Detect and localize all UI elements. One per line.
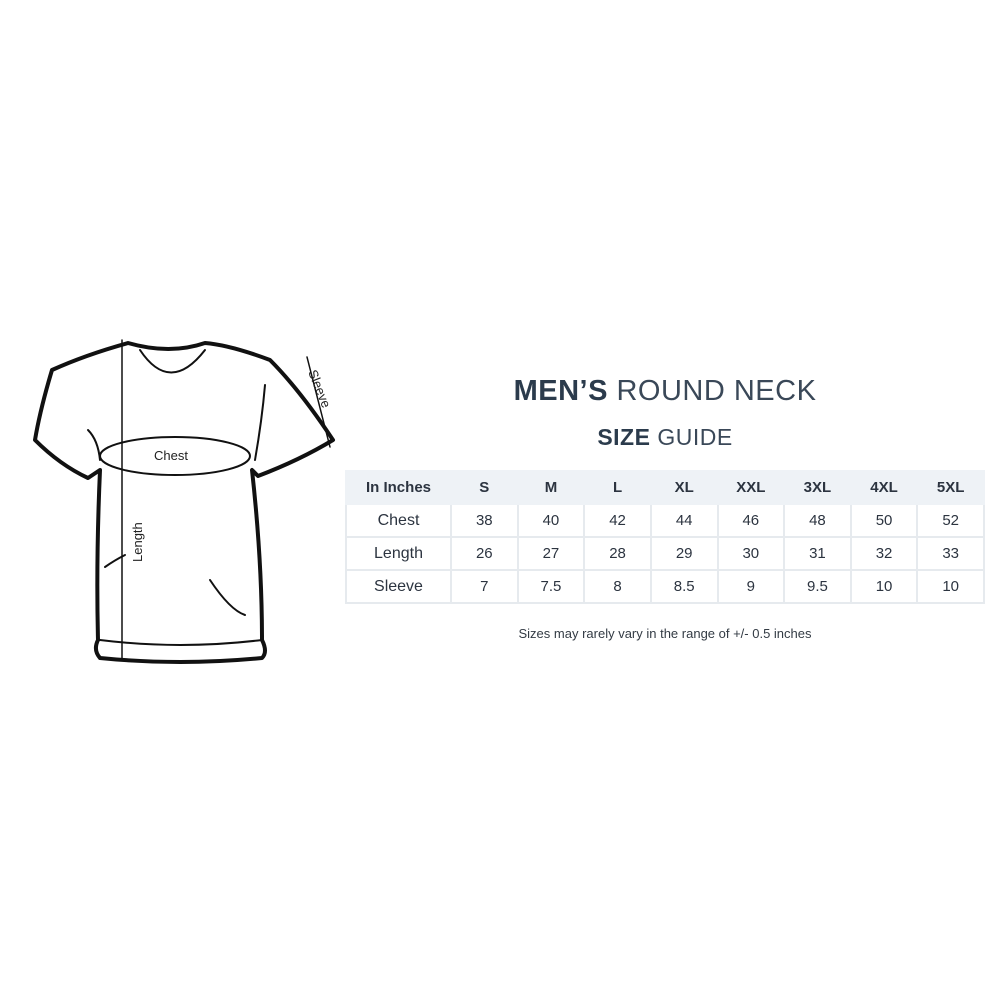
table-row: Sleeve 7 7.5 8 8.5 9 9.5 10 10 — [345, 569, 985, 604]
row-label: Sleeve — [345, 569, 452, 604]
length-label: Length — [130, 522, 145, 562]
size-header: 3XL — [783, 470, 852, 505]
table-cell: 7.5 — [516, 569, 586, 604]
table-cell: 52 — [916, 503, 985, 538]
table-cell: 10 — [849, 569, 919, 604]
table-cell: 8 — [583, 569, 652, 604]
chest-label: Chest — [154, 448, 188, 463]
size-header: 4XL — [849, 470, 919, 505]
table-row: Chest 38 40 42 44 46 48 50 52 — [345, 503, 985, 538]
table-cell: 31 — [783, 536, 852, 571]
size-header: XL — [649, 470, 719, 505]
tshirt-outline — [33, 341, 335, 664]
table-cell: 33 — [916, 536, 985, 571]
title-bold: MEN’S — [513, 375, 608, 407]
table-row: Length 26 27 28 29 30 31 32 33 — [345, 536, 985, 571]
row-label: Length — [345, 536, 452, 571]
table-cell: 10 — [916, 569, 985, 604]
table-cell: 8.5 — [649, 569, 719, 604]
table-cell: 48 — [783, 503, 852, 538]
table-cell: 30 — [716, 536, 786, 571]
table-cell: 50 — [849, 503, 919, 538]
table-cell: 44 — [649, 503, 719, 538]
table-cell: 26 — [450, 536, 519, 571]
page-title: MEN’S ROUND NECK — [345, 375, 985, 408]
table-cell: 29 — [649, 536, 719, 571]
table-cell: 9.5 — [783, 569, 852, 604]
table-cell: 27 — [516, 536, 586, 571]
size-table: In Inches S M L XL XXL 3XL 4XL 5XL Chest 38 40 42 44… — [345, 470, 985, 604]
size-header: M — [516, 470, 586, 505]
size-header: S — [450, 470, 519, 505]
row-label: Chest — [345, 503, 452, 538]
size-header: XXL — [716, 470, 786, 505]
tshirt-diagram: Chest Length Sleeve — [33, 339, 335, 664]
table-cell: 9 — [716, 569, 786, 604]
size-header: 5XL — [916, 470, 985, 505]
table-cell: 42 — [583, 503, 652, 538]
size-header-row: In Inches S M L XL XXL 3XL 4XL 5XL — [345, 470, 985, 505]
table-cell: 38 — [450, 503, 519, 538]
table-cell: 32 — [849, 536, 919, 571]
title-light: ROUND NECK — [616, 375, 817, 407]
table-cell: 46 — [716, 503, 786, 538]
subtitle-bold: SIZE — [597, 424, 651, 450]
corner-header: In Inches — [345, 470, 452, 505]
table-cell: 40 — [516, 503, 586, 538]
chest-measure-ellipse — [99, 436, 251, 476]
subtitle-light: GUIDE — [657, 424, 733, 450]
table-cell: 28 — [583, 536, 652, 571]
table-cell: 7 — [450, 569, 519, 604]
size-header: L — [583, 470, 652, 505]
page-subtitle: SIZE GUIDE — [345, 424, 985, 451]
size-note: Sizes may rarely vary in the range of +/… — [518, 626, 812, 641]
